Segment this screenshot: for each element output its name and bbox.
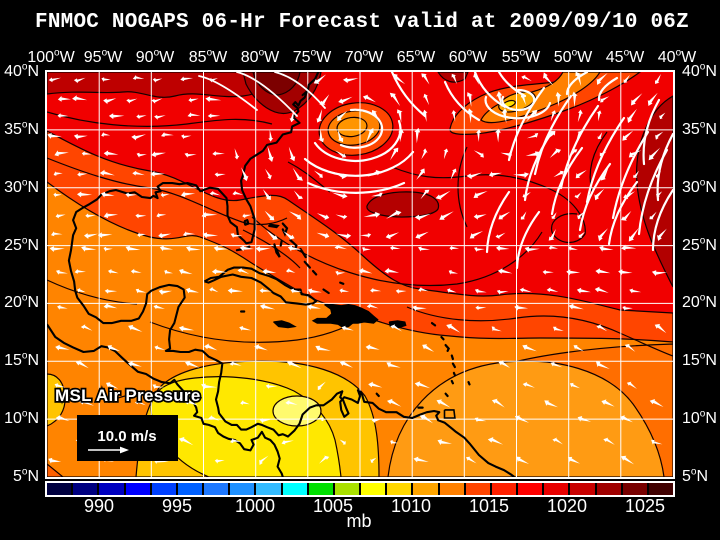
svg-text:MSL Air Pressure: MSL Air Pressure bbox=[55, 386, 201, 405]
svg-text:10.0 m/s: 10.0 m/s bbox=[97, 428, 156, 445]
